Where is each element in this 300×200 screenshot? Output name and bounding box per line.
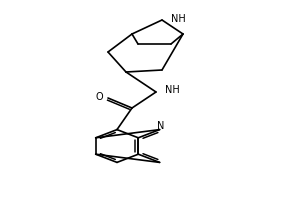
Text: O: O <box>95 92 103 102</box>
Text: NH: NH <box>165 85 180 95</box>
Text: NH: NH <box>171 14 186 24</box>
Text: N: N <box>158 121 165 131</box>
